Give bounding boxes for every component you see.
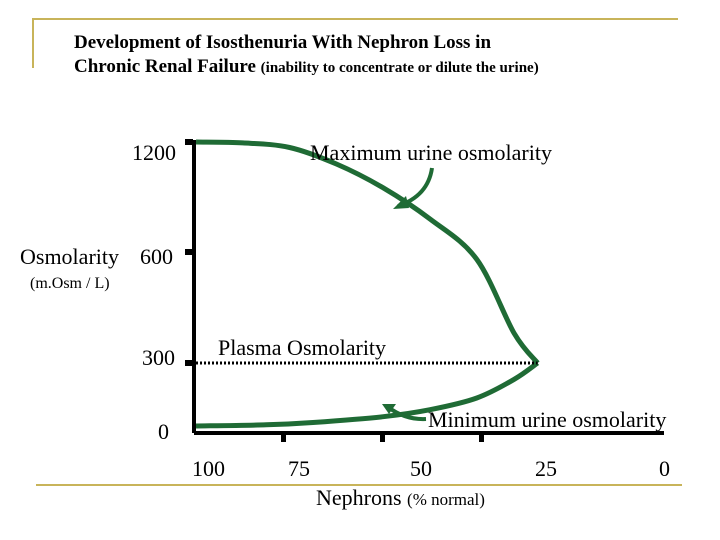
title-line-2: Chronic Renal Failure (inability to conc… xyxy=(74,55,539,80)
y-tick-label-1200: 1200 xyxy=(132,140,176,165)
annotation-max-arrowhead xyxy=(393,196,409,209)
title-line-1: Development of Isosthenuria With Nephron… xyxy=(74,32,492,53)
annotation-min-urine: Minimum urine osmolarity xyxy=(428,407,666,432)
y-tick-label-0: 0 xyxy=(158,419,169,444)
title-line-2-main: Chronic Renal Failure xyxy=(74,56,256,77)
x-tick-75 xyxy=(281,433,286,442)
series-line-maximum-urine-osmolarity xyxy=(195,139,540,365)
x-tick-50 xyxy=(380,433,385,442)
x-tick-label-0: 0 xyxy=(659,456,670,481)
y-axis-label: Osmolarity xyxy=(20,244,119,269)
x-tick-label-100: 100 xyxy=(192,456,225,481)
y-tick-600 xyxy=(185,249,193,255)
x-axis-label-main: Nephrons xyxy=(316,485,402,510)
annotation-min-arrowhead xyxy=(382,404,396,414)
x-axis-label-unit: (% normal) xyxy=(407,490,485,509)
annotation-max-urine: Maximum urine osmolarity xyxy=(310,140,552,165)
title-line-2-sub: (inability to concentrate or dilute the … xyxy=(260,60,539,76)
chart-title: Development of Isosthenuria With Nephron… xyxy=(74,31,539,80)
frame-bottom-rule xyxy=(36,484,682,486)
x-axis-label: Nephrons (% normal) xyxy=(316,485,485,510)
y-tick-300 xyxy=(185,360,193,366)
frame-top-rule xyxy=(32,18,678,20)
series-layer xyxy=(195,139,540,429)
x-tick-label-25: 25 xyxy=(535,456,557,481)
x-tick-label-50: 50 xyxy=(410,456,432,481)
x-tick-label-75: 75 xyxy=(288,456,310,481)
x-tick-25 xyxy=(479,433,484,442)
y-tick-label-600: 600 xyxy=(140,244,173,269)
y-tick-1200 xyxy=(185,139,193,145)
y-axis-unit: (m.Osm / L) xyxy=(30,275,110,292)
annotation-plasma: Plasma Osmolarity xyxy=(218,335,386,360)
frame-left-rule xyxy=(32,18,34,68)
y-tick-label-300: 300 xyxy=(142,345,175,370)
